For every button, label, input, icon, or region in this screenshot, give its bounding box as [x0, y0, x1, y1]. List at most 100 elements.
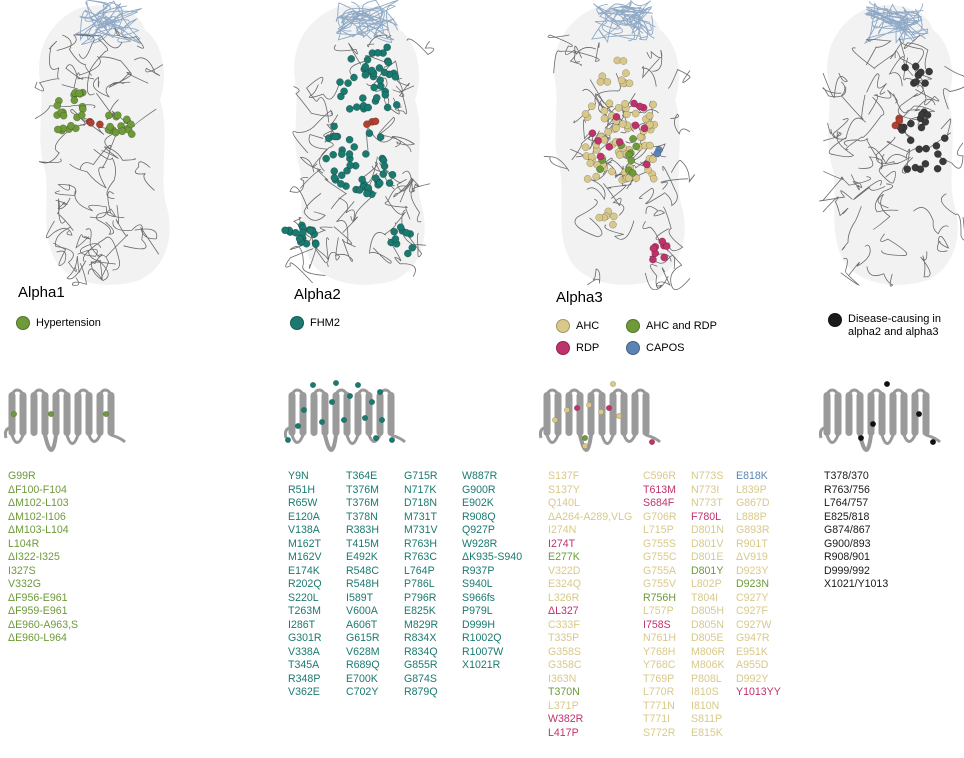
- mutation-label: I327S: [8, 565, 78, 579]
- legend-swatch: [828, 313, 842, 327]
- mutation-label: S811P: [691, 713, 725, 727]
- protein-structure-alpha3: [535, 0, 705, 290]
- mutation-sphere: [364, 56, 371, 63]
- mutation-sphere: [344, 80, 351, 87]
- transmembrane-helix: [846, 392, 853, 436]
- mutation-sphere: [331, 168, 338, 175]
- topology-mutation-dot: [329, 399, 335, 405]
- transmembrane-helix: [555, 392, 562, 436]
- mutation-label: W382R: [548, 713, 632, 727]
- mutation-sphere: [307, 227, 314, 234]
- mutation-sphere: [353, 103, 360, 110]
- mutation-label: G893R: [736, 524, 781, 538]
- topology-mutation-dot: [582, 443, 588, 449]
- legend-item: RDP: [556, 338, 599, 358]
- mutation-label: R908Q: [462, 511, 522, 525]
- mutation-label: S966fs: [462, 592, 522, 606]
- mutation-sphere: [934, 165, 941, 172]
- topology-mutation-dot: [295, 423, 301, 429]
- mutation-sphere: [916, 146, 923, 153]
- topology-mutation-dot: [310, 382, 316, 388]
- mutation-sphere: [601, 115, 608, 122]
- membrane-topology: [5, 390, 125, 450]
- mutation-label: Q927P: [462, 524, 522, 538]
- mutation-sphere: [608, 168, 615, 175]
- mutation-sphere: [933, 142, 940, 149]
- mutation-sphere: [376, 64, 383, 71]
- mutation-sphere: [386, 180, 393, 187]
- mutation-label: G358C: [548, 659, 632, 673]
- mutation-sphere: [366, 130, 373, 137]
- mutation-sphere: [589, 130, 596, 137]
- mutation-column: T378/370R763/756L764/757E825/818G874/867…: [824, 470, 888, 592]
- mutation-label: W887R: [462, 470, 522, 484]
- mutation-label: L888P: [736, 511, 781, 525]
- mutation-sphere: [356, 186, 363, 193]
- protein-structure-alpha2: [275, 0, 445, 290]
- mutation-label: V138A: [288, 524, 322, 538]
- topology-mutation-dot: [582, 435, 588, 441]
- transmembrane-helix: [311, 392, 318, 436]
- mutation-label: C596R: [643, 470, 677, 484]
- mutation-sphere: [622, 70, 629, 77]
- mutation-label: M806K: [691, 659, 725, 673]
- mutation-label: D923N: [736, 578, 781, 592]
- mutation-label: F780L: [691, 511, 725, 525]
- mutation-sphere: [389, 171, 396, 178]
- mutation-label: T415M: [346, 538, 380, 552]
- mutation-label: N717K: [404, 484, 438, 498]
- mutation-label: N773I: [691, 484, 725, 498]
- mutation-sphere: [606, 143, 613, 150]
- mutation-label: T804I: [691, 592, 725, 606]
- mutation-sphere: [347, 162, 354, 169]
- mutation-sphere: [282, 227, 289, 234]
- mutation-label: Y768C: [643, 659, 677, 673]
- mutation-sphere: [924, 111, 931, 118]
- mutation-label: D923Y: [736, 565, 781, 579]
- mutation-sphere: [338, 151, 345, 158]
- mutation-sphere: [397, 224, 404, 231]
- mutation-sphere: [621, 100, 628, 107]
- mutation-label: T378N: [346, 511, 380, 525]
- mutation-label: R65W: [288, 497, 322, 511]
- mutation-label: V332G: [8, 578, 78, 592]
- mutation-sphere: [332, 133, 339, 140]
- mutation-sphere: [922, 160, 929, 167]
- transmembrane-helix: [857, 392, 864, 436]
- mutation-sphere: [392, 73, 399, 80]
- mutation-label: R51H: [288, 484, 322, 498]
- mutation-sphere: [380, 171, 387, 178]
- mutation-label: G715R: [404, 470, 438, 484]
- mutation-label: V628M: [346, 646, 380, 660]
- legend-swatch: [16, 316, 30, 330]
- mutation-sphere: [112, 129, 119, 136]
- mutation-label: G755C: [643, 551, 677, 565]
- mutation-label: ΔM102-L103: [8, 497, 78, 511]
- transmembrane-helix: [610, 392, 617, 436]
- mutation-sphere: [650, 101, 657, 108]
- mutation-sphere: [363, 121, 370, 128]
- mutation-label: E825K: [404, 605, 438, 619]
- transmembrane-helix: [890, 392, 897, 436]
- mutation-sphere: [391, 228, 398, 235]
- mutation-sphere: [119, 128, 126, 135]
- transmembrane-helix: [300, 392, 307, 436]
- mutation-label: C927Y: [736, 592, 781, 606]
- mutation-sphere: [922, 80, 929, 87]
- protein-structure-shared: [808, 0, 964, 290]
- mutation-label: R763H: [404, 538, 438, 552]
- mutation-sphere: [128, 131, 135, 138]
- mutation-sphere: [613, 113, 620, 120]
- mutation-sphere: [912, 78, 919, 85]
- mutation-sphere: [348, 55, 355, 62]
- mutation-label: I363N: [548, 673, 632, 687]
- mutation-sphere: [381, 163, 388, 170]
- mutation-label: G855R: [404, 659, 438, 673]
- mutation-sphere: [362, 63, 369, 70]
- protein-structure-alpha1: [20, 0, 190, 290]
- mutation-label: ΔA264-A289,VLG: [548, 511, 632, 525]
- panel-label-alpha3: Alpha3: [556, 289, 603, 306]
- mutation-label: G900R: [462, 484, 522, 498]
- mutation-sphere: [292, 229, 299, 236]
- mutation-label: D999/992: [824, 565, 888, 579]
